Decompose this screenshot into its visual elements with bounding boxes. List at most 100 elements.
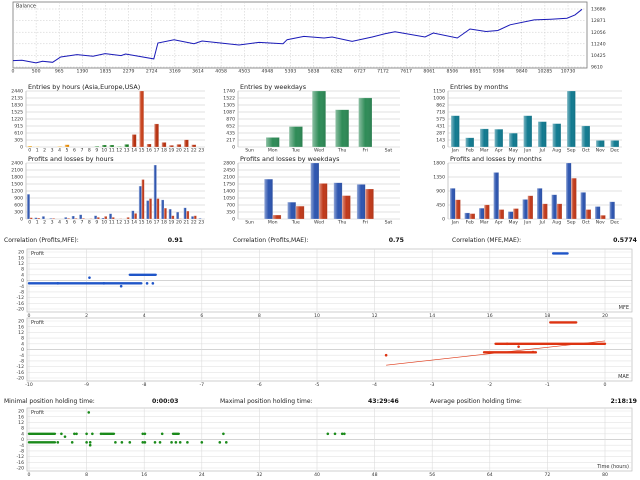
pl-weekdays-y-tick: 0 <box>232 217 235 223</box>
balance-y-tick: 12871 <box>591 18 606 24</box>
profit-holding-point <box>143 441 147 444</box>
balance-y-tick: 11240 <box>591 41 606 47</box>
pl-hours-bar-outline <box>193 215 197 220</box>
profit-mae-point <box>384 353 388 357</box>
profit-holding-point <box>200 441 204 444</box>
entries-weekdays-y-tick: 1740 <box>223 89 235 95</box>
pl-hours-bar-shine <box>193 215 197 219</box>
balance-plot-area <box>12 1 588 69</box>
entries-hours-bar-shine <box>131 134 137 147</box>
pl-hours-x-tick: 5 <box>66 220 69 226</box>
profit-mfe-point <box>119 284 123 288</box>
profit-holding-point <box>99 432 103 436</box>
profit-mfe-x-tick: 0 <box>28 313 31 319</box>
profit-holding-point <box>186 441 189 444</box>
balance-x-tick: 4948 <box>262 69 274 75</box>
balance-y-tick: 12056 <box>591 30 606 36</box>
profit-holding-point <box>63 435 67 438</box>
profit-mae-x-tick: -4 <box>372 382 377 388</box>
pl-months-bar-outline <box>585 209 592 220</box>
entries-hours-bar-outline <box>146 143 152 148</box>
balance-x-tick: 500 <box>32 69 41 75</box>
pl-hours-bar-shine <box>161 199 164 219</box>
pl-hours-bar-outline <box>133 213 138 220</box>
entries-hours-x-tick: 11 <box>109 148 115 154</box>
profit-mfe-point <box>145 282 149 285</box>
profit-mae-y-tick: -12 <box>16 364 24 370</box>
entries-months-x-tick: Oct <box>582 148 590 154</box>
entries-months-x-tick: Feb <box>466 148 474 154</box>
profit-holding-point <box>326 432 330 436</box>
pl-hours-bar-outline <box>141 179 145 220</box>
pl-months-bar-outline <box>527 195 534 220</box>
pl-weekdays-bar-shine <box>365 189 374 219</box>
profit-mfe-x-tick: 16 <box>487 313 493 319</box>
entries-hours-x-tick: 2 <box>43 148 46 154</box>
pl-hours-x-tick: 0 <box>28 220 31 226</box>
holding-time-row: Minimal position holding time: 0:00:03 M… <box>4 398 637 405</box>
entries-months-bar-outline <box>537 121 547 148</box>
pl-hours-x-tick: 15 <box>139 220 145 226</box>
pl-weekdays-x-tick: Wed <box>314 220 324 226</box>
pl-hours-x-tick: 18 <box>161 220 167 226</box>
pl-hours-y-tick: 0 <box>20 217 23 223</box>
pl-hours-bar-outline <box>51 218 56 220</box>
profit-mae-y-tick: -4 <box>19 353 24 359</box>
entries-weekdays-bar-outline <box>288 126 303 148</box>
profit-mae-y-tick: 16 <box>18 324 24 330</box>
entries-hours-bar-shine <box>124 144 129 147</box>
pl-weekdays-y-tick: 2800 <box>223 161 235 167</box>
balance-x-tick: 6727 <box>354 69 366 75</box>
entries-hours-bar-shine <box>139 91 144 147</box>
pl-months-x-tick: Jun <box>523 220 531 226</box>
entries-hours-bar-outline <box>94 146 100 148</box>
pl-hours-bar-shine <box>71 216 75 219</box>
pl-months-bar-shine <box>513 208 519 219</box>
profit-mfe-x-tick: 6 <box>200 313 203 319</box>
pl-hours-x-tick: 1 <box>36 220 39 226</box>
pl-hours-x-tick: 17 <box>154 220 160 226</box>
balance-x-tick: 2279 <box>123 69 135 75</box>
pl-months-x-tick: Nov <box>596 220 605 226</box>
pl-hours-bar-shine <box>81 218 85 219</box>
pl-hours-bar-shine <box>52 218 55 219</box>
pl-months-title: Profits and losses by months <box>450 155 542 163</box>
pl-hours-bar-shine <box>171 215 175 219</box>
balance-y-tick: 13686 <box>591 7 606 13</box>
profit-mfe-point <box>102 282 106 285</box>
pl-weekdays-y-tick: 700 <box>226 203 235 209</box>
pl-hours-bar-shine <box>176 212 179 219</box>
profit-mfe-x-tick: 8 <box>258 313 261 319</box>
pl-hours-bar-outline <box>74 218 78 220</box>
profit-mae-x-tick: -6 <box>257 382 262 388</box>
entries-months-bar-shine <box>451 115 460 147</box>
profit-mfe-x-tick: 4 <box>143 313 146 319</box>
avg-holding-label: Average position holding time: <box>430 398 522 405</box>
profit-holding-y-tick: 16 <box>18 414 24 420</box>
entries-weekdays-x-tick: Mon <box>268 148 278 154</box>
entries-months-bar-outline <box>552 123 562 148</box>
pl-months-x-tick: Apr <box>495 220 503 226</box>
entries-hours-x-tick: 15 <box>139 148 145 154</box>
profit-holding-x-tick: 16 <box>141 472 147 478</box>
entries-hours-bar-outline <box>191 144 197 148</box>
entries-hours-bar-shine <box>102 145 107 147</box>
pl-hours-title: Profits and losses by hours <box>28 155 114 163</box>
profit-holding-y-tick: -12 <box>16 454 24 460</box>
pl-hours-bar-outline <box>104 216 108 220</box>
pl-hours-y-tick: 1500 <box>11 182 23 188</box>
pl-months-bar-shine <box>542 203 548 219</box>
profit-holding-y-tick: 8 <box>21 426 24 432</box>
entries-weekdays-y-tick: 1522 <box>223 96 235 102</box>
profit-mfe-x-tick: 20 <box>602 313 608 319</box>
profit-mfe-y-tick: 8 <box>21 267 24 273</box>
pl-months-bar-outline <box>498 209 505 220</box>
balance-title: Balance <box>16 4 36 10</box>
profit-holding-point <box>70 441 74 444</box>
pl-months-x-tick: May <box>509 220 519 226</box>
pl-weekdays-bar-shine <box>310 163 319 219</box>
entries-months-y-tick: 862 <box>436 103 445 109</box>
profit-mae-y-tick: 20 <box>18 319 24 325</box>
pl-weekdays-x-tick: Sun <box>245 220 254 226</box>
